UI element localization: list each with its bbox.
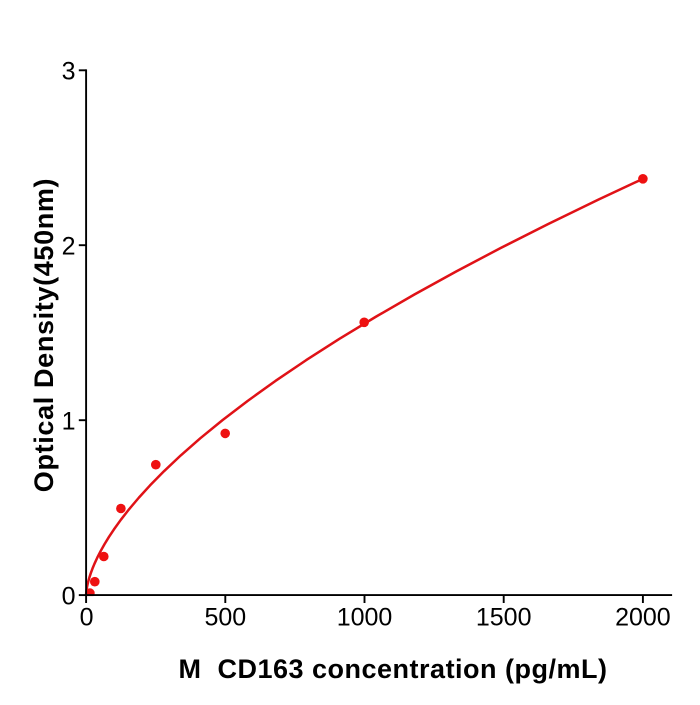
svg-text:0: 0 [62,582,76,610]
svg-text:0: 0 [80,603,94,631]
svg-text:Optical Density(450nm): Optical Density(450nm) [29,178,59,492]
svg-text:500: 500 [204,603,246,631]
svg-text:1: 1 [62,407,76,435]
svg-text:3: 3 [62,58,76,86]
svg-text:M CD163 concentration (pg/mL): M CD163 concentration (pg/mL) [178,654,607,684]
svg-text:1500: 1500 [476,603,532,631]
svg-text:1000: 1000 [337,603,393,631]
svg-text:2000: 2000 [615,603,671,631]
svg-text:2: 2 [62,232,76,260]
